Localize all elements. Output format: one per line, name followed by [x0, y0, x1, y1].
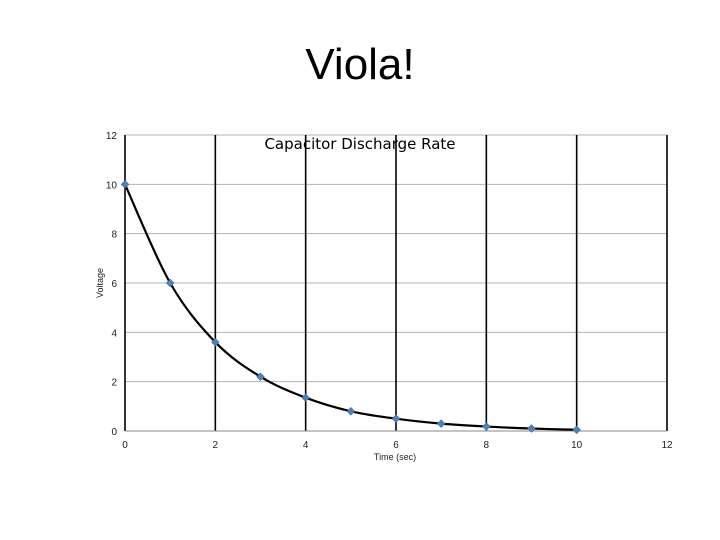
data-point-9 [527, 424, 536, 433]
data-point-5 [346, 407, 356, 416]
y-tick-label-0: 0 [111, 427, 117, 438]
y-tick-label-3: 6 [111, 279, 117, 290]
x-axis-label: Time (sec) [374, 452, 416, 462]
x-axis-ticks: 0 2 4 6 8 10 12 [122, 440, 673, 451]
data-points [120, 180, 581, 434]
chart-title: Capacitor Discharge Rate [264, 135, 455, 153]
y-tick-label-2: 4 [111, 328, 117, 339]
data-point-10 [572, 425, 581, 434]
y-axis-ticks: 0 2 4 6 8 10 12 [106, 131, 118, 438]
data-point-7 [436, 419, 446, 428]
chart-grid [124, 134, 668, 432]
slide-title: Viola! [305, 40, 415, 89]
x-tick-label-2: 4 [303, 440, 309, 451]
x-tick-label-1: 2 [213, 440, 219, 451]
y-tick-label-5: 10 [106, 180, 118, 191]
x-tick-label-4: 8 [484, 440, 490, 451]
trendline-curve [123, 183, 577, 431]
x-tick-label-3: 6 [393, 440, 399, 451]
data-point-4 [301, 393, 310, 402]
data-point-2 [211, 337, 220, 347]
y-tick-label-4: 8 [111, 230, 117, 241]
data-point-0 [120, 180, 130, 189]
x-tick-label-6: 12 [661, 440, 673, 451]
data-point-3 [256, 372, 265, 381]
y-axis-label: Voltage [95, 268, 105, 298]
x-tick-label-5: 10 [571, 440, 583, 451]
data-point-8 [482, 422, 491, 431]
y-tick-label-1: 2 [111, 378, 117, 389]
data-point-1 [165, 278, 175, 288]
y-tick-label-6: 12 [106, 131, 118, 142]
data-point-6 [391, 414, 401, 423]
x-tick-label-0: 0 [122, 440, 128, 451]
